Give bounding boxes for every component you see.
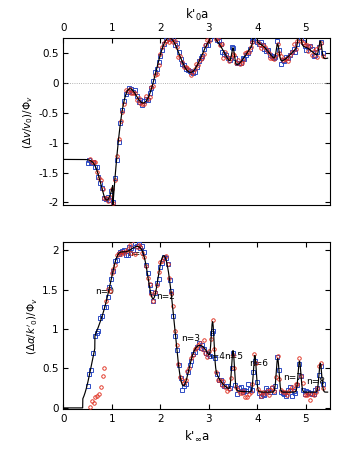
Text: n=4: n=4: [206, 352, 224, 361]
Text: n=3: n=3: [181, 334, 200, 343]
Text: n=7: n=7: [283, 373, 302, 382]
X-axis label: k'$_{\infty}$a: k'$_{\infty}$a: [184, 428, 209, 443]
Text: n=8: n=8: [306, 377, 325, 386]
Text: n=5: n=5: [224, 352, 244, 361]
Y-axis label: ($\Delta v/v_0$)/$\Phi_v$: ($\Delta v/v_0$)/$\Phi_v$: [22, 95, 35, 149]
Text: n=6: n=6: [249, 359, 268, 368]
Text: n=1: n=1: [128, 249, 146, 258]
Text: n=0: n=0: [95, 287, 114, 296]
Y-axis label: ($\Delta\alpha/k'_0$)/$\Phi_v$: ($\Delta\alpha/k'_0$)/$\Phi_v$: [25, 297, 39, 355]
X-axis label: k'$_0$a: k'$_0$a: [185, 7, 209, 23]
Text: n=2: n=2: [156, 292, 174, 301]
